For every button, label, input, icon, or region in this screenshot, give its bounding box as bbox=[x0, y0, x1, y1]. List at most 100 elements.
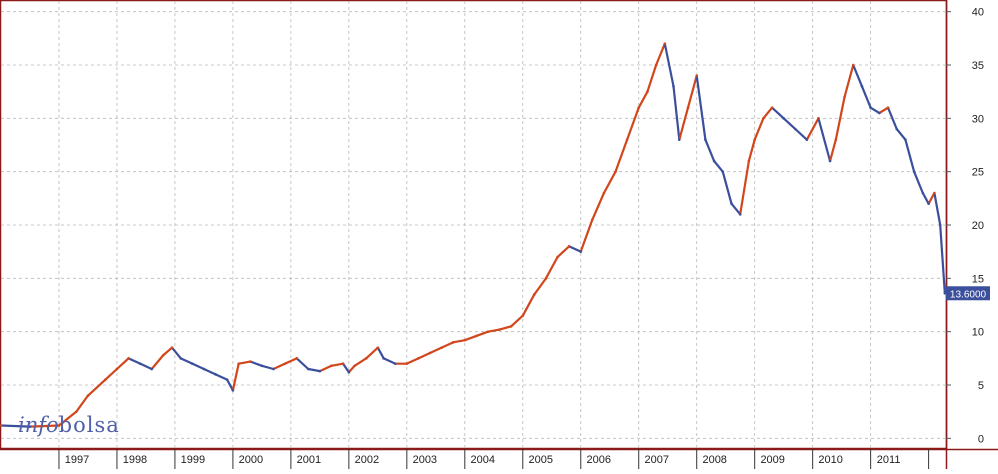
price-segment bbox=[913, 170, 924, 195]
price-point bbox=[86, 394, 90, 397]
price-point bbox=[921, 191, 925, 195]
x-tick-label: 2010 bbox=[818, 454, 842, 466]
price-point bbox=[878, 111, 881, 115]
price-point bbox=[762, 117, 765, 120]
price-point bbox=[451, 341, 455, 344]
y-tick-label: 40 bbox=[972, 7, 984, 19]
price-point bbox=[602, 191, 606, 195]
price-segment bbox=[341, 362, 350, 374]
price-segment bbox=[260, 364, 275, 371]
price-point bbox=[843, 95, 846, 99]
price-segment bbox=[104, 367, 119, 381]
price-segment bbox=[860, 85, 872, 109]
price-point bbox=[202, 367, 206, 371]
price-segment bbox=[428, 346, 443, 355]
price-point bbox=[162, 353, 165, 357]
price-point bbox=[793, 127, 797, 131]
price-segment bbox=[115, 357, 130, 371]
price-point bbox=[753, 138, 756, 141]
price-segment bbox=[782, 117, 797, 131]
price-segment bbox=[730, 202, 742, 216]
price-point bbox=[225, 378, 229, 381]
price-segment bbox=[904, 138, 916, 173]
price-point bbox=[306, 367, 310, 371]
price-point bbox=[364, 357, 368, 360]
price-segment bbox=[330, 362, 345, 367]
price-segment bbox=[568, 245, 582, 253]
last-price-label: 13.6000 bbox=[950, 289, 987, 300]
last-price-badge bbox=[946, 286, 990, 301]
price-point bbox=[695, 74, 699, 77]
price-segment bbox=[127, 357, 142, 365]
price-segment bbox=[521, 293, 536, 317]
price-segment bbox=[655, 42, 666, 67]
price-point bbox=[895, 127, 899, 131]
price-segment bbox=[852, 63, 864, 88]
price-segment bbox=[365, 346, 379, 360]
price-segment bbox=[721, 170, 733, 205]
y-tick-label: 25 bbox=[972, 167, 984, 179]
x-tick-label: 2003 bbox=[413, 454, 437, 466]
price-segment bbox=[382, 357, 397, 365]
price-segment bbox=[843, 63, 855, 99]
price-segment bbox=[747, 138, 756, 163]
price-point bbox=[104, 378, 107, 381]
price-segment bbox=[678, 106, 690, 141]
grid-lines bbox=[1, 1, 946, 449]
price-point bbox=[869, 106, 872, 109]
price-segment bbox=[28, 424, 61, 428]
price-point bbox=[330, 364, 333, 368]
y-tick-label: 20 bbox=[972, 220, 984, 232]
price-point bbox=[770, 106, 774, 109]
price-point bbox=[179, 357, 183, 360]
price-point bbox=[579, 250, 583, 253]
x-tick-label: 2005 bbox=[529, 454, 553, 466]
price-segment bbox=[927, 191, 936, 205]
price-point bbox=[637, 106, 641, 109]
price-segment bbox=[739, 159, 750, 216]
y-tick-label: 10 bbox=[972, 327, 984, 339]
price-point bbox=[405, 362, 409, 365]
price-segment bbox=[226, 378, 235, 392]
price-segment bbox=[475, 330, 490, 338]
price-segment bbox=[170, 346, 182, 360]
price-segment bbox=[770, 106, 785, 120]
price-point bbox=[663, 42, 667, 45]
price-segment bbox=[878, 106, 890, 115]
x-tick-label: 2009 bbox=[760, 454, 784, 466]
x-tick-label: 2002 bbox=[355, 454, 379, 466]
price-point bbox=[828, 159, 832, 163]
price-point bbox=[57, 424, 61, 427]
price-point bbox=[341, 362, 345, 365]
price-segment bbox=[139, 362, 153, 371]
x-axis-ticks: 1997 1998 1999 2000 2001 2002 2003 2004 2005 2006… bbox=[58, 449, 930, 469]
price-segment bbox=[626, 106, 640, 141]
last-price-marker: 13.6000 bbox=[946, 286, 990, 301]
price-segment bbox=[162, 346, 174, 357]
price-segment bbox=[704, 138, 716, 163]
price-point bbox=[646, 90, 649, 93]
price-point bbox=[933, 191, 936, 195]
price-point bbox=[817, 117, 820, 120]
price-segment bbox=[214, 373, 229, 381]
price-segment bbox=[191, 362, 206, 371]
x-tick-label: 1998 bbox=[123, 454, 147, 466]
price-point bbox=[938, 223, 942, 227]
price-segment bbox=[498, 325, 513, 331]
price-segment bbox=[463, 334, 478, 342]
price-point bbox=[237, 362, 240, 365]
price-segment bbox=[828, 138, 837, 163]
price-segment bbox=[646, 63, 658, 93]
x-tick-label: 1997 bbox=[65, 454, 89, 466]
price-point bbox=[115, 367, 119, 371]
price-point bbox=[191, 362, 194, 365]
price-point bbox=[138, 362, 142, 365]
price-segment bbox=[591, 191, 606, 221]
price-segment bbox=[762, 106, 774, 120]
price-segment bbox=[86, 378, 107, 397]
price-segment bbox=[834, 95, 846, 141]
y-tick-label: 5 bbox=[978, 380, 984, 392]
price-segment bbox=[353, 357, 368, 367]
price-segment bbox=[417, 351, 432, 360]
